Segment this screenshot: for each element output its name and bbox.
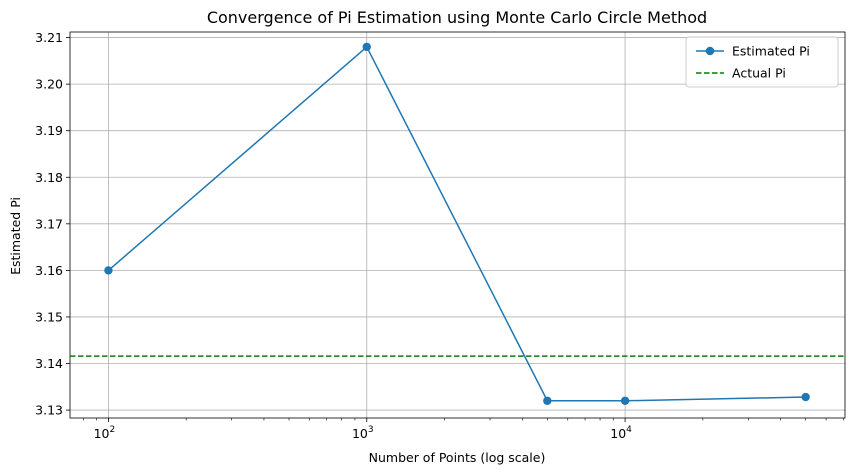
x-tick-label-exponent: 3 <box>368 425 374 435</box>
y-tick-label: 3.19 <box>35 123 63 138</box>
y-tick-label: 3.13 <box>35 403 63 418</box>
y-tick-label: 3.16 <box>35 263 63 278</box>
plot-frame <box>69 31 846 419</box>
estimated-pi-point <box>801 392 810 402</box>
estimated-pi-point <box>104 266 113 275</box>
estimated-pi-point <box>620 396 630 405</box>
y-tick-label: 3.21 <box>35 30 63 45</box>
legend-label-actual-pi: Actual Pi <box>732 66 786 81</box>
legend-label-estimated-pi: Estimated Pi <box>732 44 810 59</box>
x-axis-label: Number of Points (log scale) <box>369 450 546 465</box>
y-tick-label: 3.18 <box>35 170 63 185</box>
series <box>70 42 845 405</box>
estimated-pi-point <box>543 396 552 405</box>
grid <box>70 32 845 418</box>
legend-box <box>685 36 839 88</box>
x-tick-label-base: 10 <box>610 426 626 441</box>
estimated-pi-point <box>362 42 371 52</box>
x-tick-label-base: 10 <box>94 426 110 441</box>
legend-marker-estimated-pi <box>705 46 715 56</box>
x-tick-label: 102 <box>94 425 116 441</box>
legend: Estimated Pi Actual Pi <box>685 36 839 88</box>
y-axis-label: Estimated Pi <box>8 197 23 275</box>
x-tick-label-exponent: 2 <box>110 425 116 435</box>
chart-title: Convergence of Pi Estimation using Monte… <box>207 8 707 27</box>
y-tick-label: 3.20 <box>35 77 63 92</box>
x-tick-label-exponent: 4 <box>626 425 632 435</box>
x-tick-label-base: 10 <box>352 426 368 441</box>
x-tick-label: 104 <box>610 425 632 441</box>
y-tick-label: 3.17 <box>35 216 63 231</box>
axes <box>66 31 846 422</box>
x-tick-label: 103 <box>352 425 374 441</box>
y-tick-label: 3.14 <box>35 356 63 371</box>
y-tick-label: 3.15 <box>35 309 63 324</box>
